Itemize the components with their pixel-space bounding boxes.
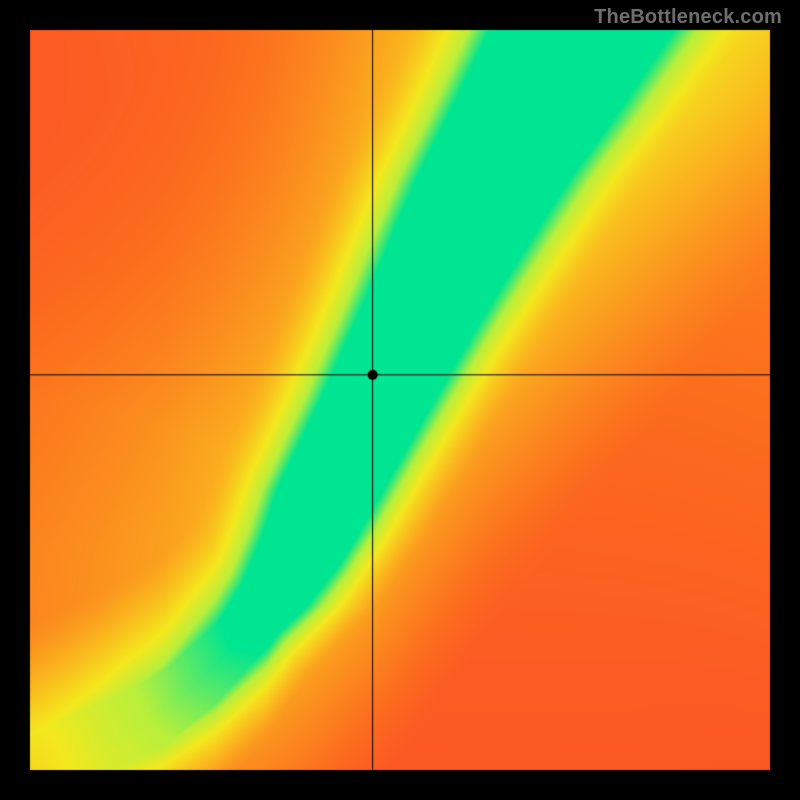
heatmap-canvas — [0, 0, 800, 800]
chart-container: TheBottleneck.com — [0, 0, 800, 800]
watermark-label: TheBottleneck.com — [594, 6, 782, 29]
